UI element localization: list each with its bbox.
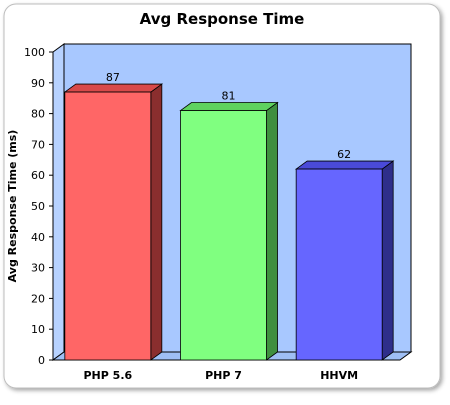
- y-tick-label: 50: [31, 200, 45, 213]
- y-axis-label: Avg Response Time (ms): [6, 130, 19, 283]
- bar-front: [180, 110, 267, 361]
- y-tick-label: 20: [31, 292, 45, 305]
- bar-side: [381, 160, 394, 361]
- y-tick-label: 0: [38, 354, 45, 367]
- y-tick-label: 70: [31, 138, 45, 151]
- y-tick-label: 30: [31, 262, 45, 275]
- bar-side: [150, 83, 163, 361]
- bar-value-label: 81: [222, 90, 236, 103]
- y-tick-label: 90: [31, 77, 45, 90]
- y-tick-label: 100: [24, 46, 45, 59]
- bar-1: 87: [63, 71, 164, 361]
- bar-value-label: 62: [337, 148, 351, 161]
- bar-3: 62: [294, 148, 395, 361]
- bar-2: 81: [179, 90, 279, 361]
- bar-value-label: 87: [106, 71, 120, 84]
- y-tick-label: 10: [31, 323, 45, 336]
- y-axis-ticks: 0 10 20 30 40 50 60 70 80 90 100: [24, 46, 53, 367]
- bar-top: [63, 83, 164, 93]
- x-tick-label: PHP 5.6: [84, 369, 133, 382]
- bar-top: [294, 160, 395, 170]
- bar-top: [179, 102, 279, 111]
- bar-side: [266, 101, 278, 361]
- y-tick-label: 40: [31, 231, 45, 244]
- bar-front: [295, 168, 383, 361]
- plot-left-wall: [52, 43, 65, 361]
- x-tick-label: PHP 7: [205, 369, 242, 382]
- bars: 87 81 62: [63, 71, 395, 361]
- y-tick-label: 60: [31, 169, 45, 182]
- chart-title: Avg Response Time: [140, 10, 305, 28]
- x-axis-ticks: PHP 5.6 PHP 7 HHVM: [84, 369, 359, 382]
- x-tick-label: HHVM: [320, 369, 358, 382]
- bar-front: [64, 91, 152, 361]
- y-tick-label: 80: [31, 108, 45, 121]
